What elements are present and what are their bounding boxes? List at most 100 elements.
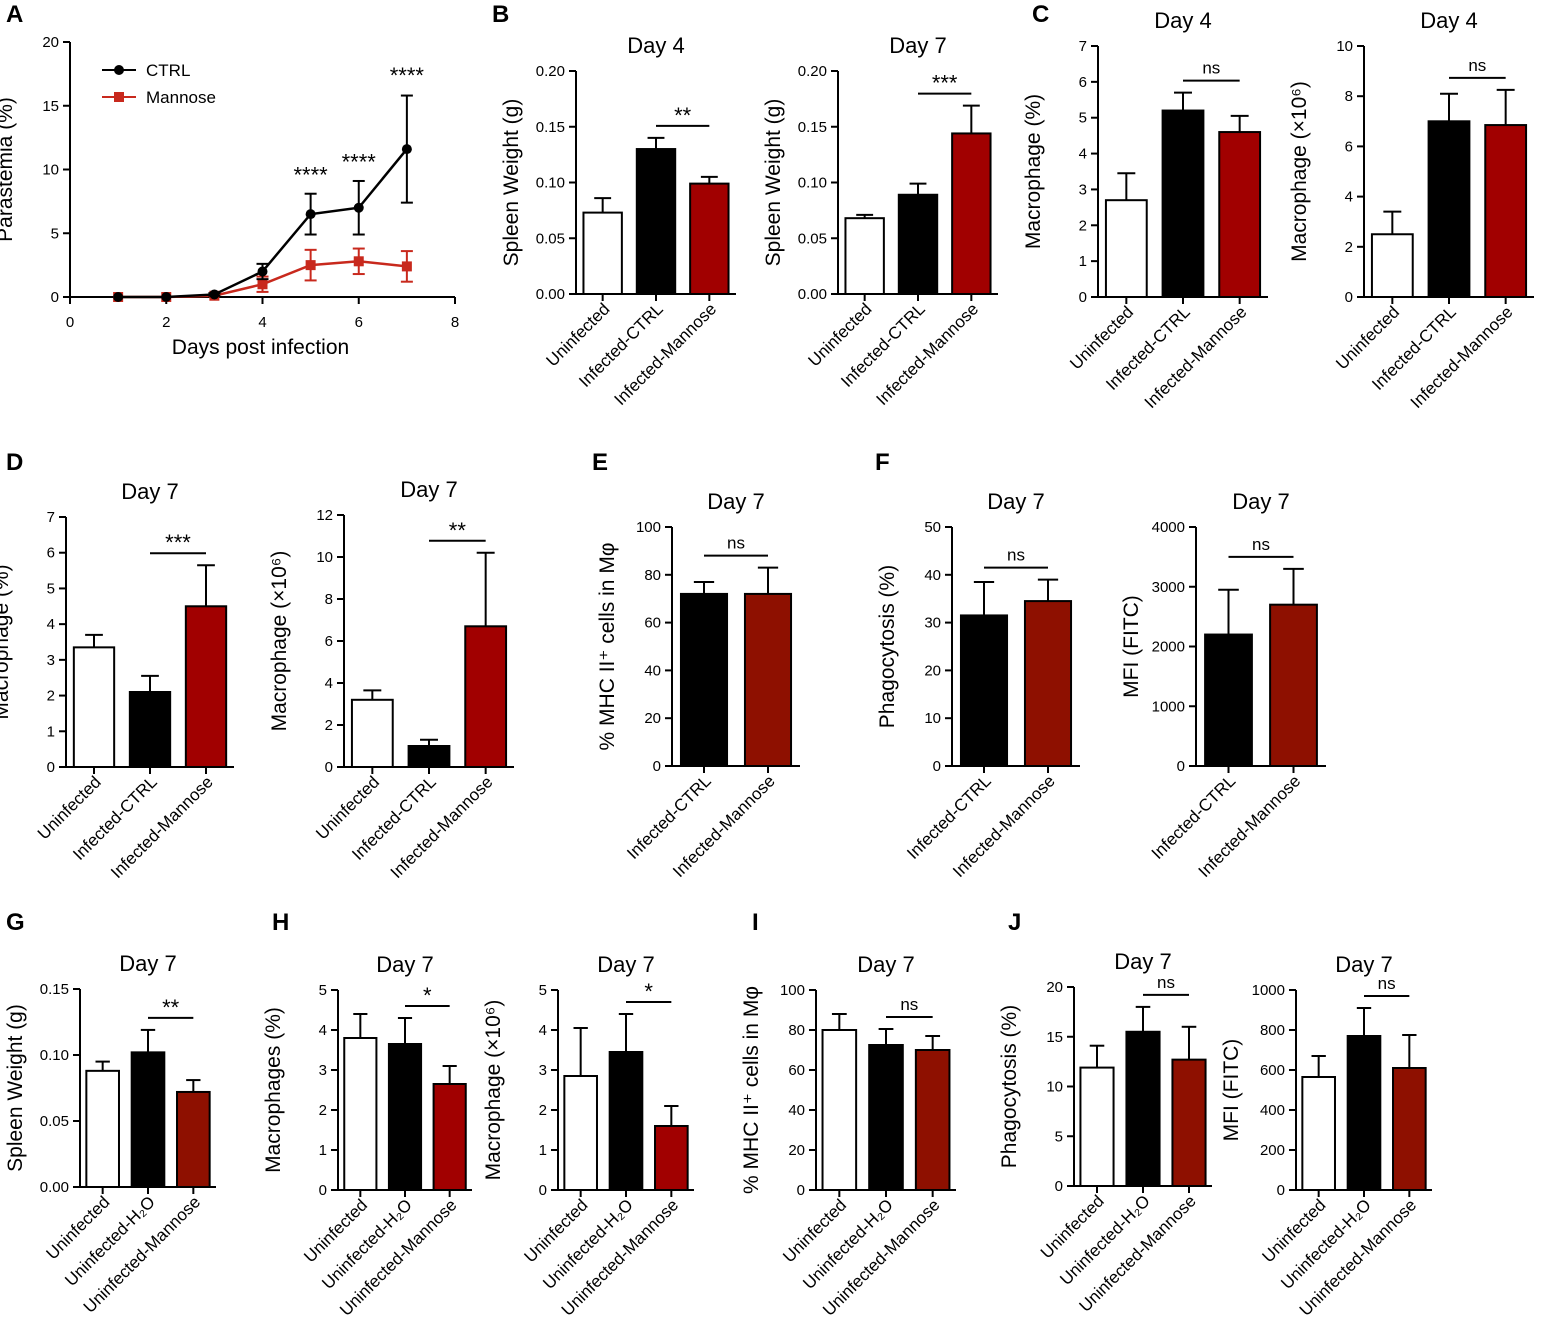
bar: [464, 625, 508, 768]
y-tick-label: 0.10: [40, 1047, 69, 1064]
y-tick-label: 40: [788, 1102, 805, 1119]
y-tick-label: 0: [325, 759, 333, 776]
bar: [679, 592, 729, 767]
legend-label: CTRL: [146, 61, 190, 80]
significance-label: ns: [900, 995, 918, 1014]
y-tick-label: 0: [1055, 1178, 1063, 1195]
chart-title: Day 7: [121, 479, 178, 504]
y-tick-label: 0.15: [798, 119, 827, 136]
bar: [582, 211, 623, 295]
y-tick-label: 0: [539, 1182, 547, 1199]
bar: [85, 1069, 120, 1188]
y-tick-label: 60: [644, 615, 661, 632]
y-axis-label: Phagocytosis (%): [998, 1005, 1021, 1168]
bar: [959, 614, 1009, 767]
panel-letter-c: C: [1032, 1, 1049, 28]
y-tick-label: 5: [47, 580, 55, 597]
y-tick-label: 2: [1079, 217, 1087, 234]
bar: [1269, 603, 1318, 767]
bar: [1161, 109, 1205, 298]
y-tick-label: 0: [1345, 289, 1353, 306]
y-tick-label: 1000: [1252, 982, 1285, 999]
y-axis-label: Spleen Weight (g): [762, 99, 785, 267]
y-tick-label: 0.10: [536, 175, 565, 192]
y-axis-label: MFI (FITC): [1220, 1039, 1243, 1142]
data-point: [209, 289, 220, 300]
x-tick-label: 0: [66, 314, 74, 331]
y-tick-label: 3000: [1152, 579, 1185, 596]
y-tick-label: 40: [644, 662, 661, 679]
y-tick-label: 15: [42, 98, 59, 115]
y-tick-label: 20: [924, 662, 941, 679]
bar: [1346, 1035, 1382, 1191]
bar: [72, 646, 116, 768]
panel-letter-f: F: [875, 449, 890, 476]
bar: [350, 698, 394, 768]
chart-title: Day 7: [987, 489, 1044, 514]
bar: [1079, 1066, 1115, 1187]
bar: [1484, 124, 1528, 298]
significance-label: **: [162, 995, 180, 1020]
y-tick-label: 4: [325, 675, 333, 692]
bar: [432, 1083, 467, 1191]
chart-title: Day 7: [400, 477, 457, 502]
y-tick-label: 60: [788, 1062, 805, 1079]
y-tick-label: 80: [644, 567, 661, 584]
y-tick-label: 8: [1345, 88, 1353, 105]
bar: [563, 1075, 598, 1191]
chart-title: Day 7: [376, 952, 433, 977]
chart-title: Day 7: [1335, 952, 1392, 977]
y-axis-label: Macrophage (%): [1022, 94, 1045, 249]
bar: [387, 1043, 423, 1191]
category-label: Infected-Mannose: [1141, 302, 1251, 412]
y-tick-label: 7: [1079, 38, 1087, 55]
y-tick-label: 5: [319, 982, 327, 999]
panel-letter-i: I: [752, 909, 759, 936]
chart-a: 0 5 10 15 20 Parastemia (%) 0 2 4 6 8 Days post inf…: [0, 34, 459, 359]
y-tick-label: 1: [47, 723, 55, 740]
bar: [1218, 131, 1262, 298]
chart-title: Day 7: [1114, 949, 1171, 974]
data-point: [401, 144, 412, 155]
y-tick-label: 0: [1079, 289, 1087, 306]
significance-label: ns: [1378, 974, 1396, 993]
y-tick-label: 20: [644, 710, 661, 727]
y-tick-label: 0.00: [40, 1179, 69, 1196]
bar: [635, 148, 677, 295]
significance-label: ns: [1157, 973, 1175, 992]
bar: [1125, 1030, 1161, 1188]
y-tick-label: 4: [47, 616, 55, 633]
chart-title: Day 7: [597, 952, 654, 977]
bar: [1104, 199, 1148, 298]
bar: [1427, 120, 1471, 298]
data-point: [161, 292, 172, 302]
y-tick-label: 4: [539, 1022, 547, 1039]
y-tick-label: 2: [1345, 239, 1353, 256]
bar: [689, 182, 730, 296]
y-tick-label: 10: [42, 162, 59, 179]
y-tick-label: 30: [924, 615, 941, 632]
bar: [343, 1037, 378, 1191]
significance-label: ns: [727, 534, 745, 553]
y-tick-label: 0.05: [536, 230, 565, 247]
y-tick-label: 6: [325, 633, 333, 650]
y-axis-label: Macrophages (%): [262, 1007, 285, 1173]
data-point: [257, 266, 268, 277]
chart-title: Day 7: [889, 33, 946, 58]
legend-label: Mannose: [146, 88, 216, 107]
y-tick-label: 0.20: [798, 63, 827, 80]
chart-title: Day 7: [707, 489, 764, 514]
y-tick-label: 10: [316, 549, 333, 566]
panel-letter-b: B: [492, 1, 509, 28]
chart-title: Day 7: [119, 951, 176, 976]
y-tick-label: 1: [1079, 253, 1087, 270]
bar: [1171, 1058, 1207, 1188]
y-tick-label: 0: [47, 759, 55, 776]
y-axis-label: Phagocytosis (%): [876, 565, 899, 728]
